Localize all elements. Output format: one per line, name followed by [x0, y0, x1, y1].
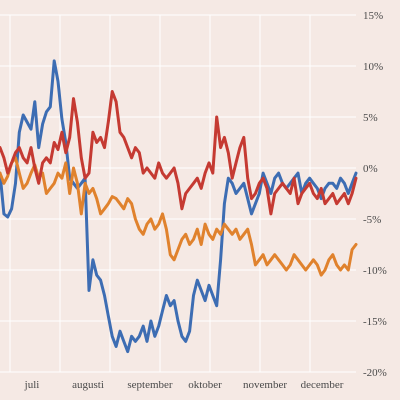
- y-tick-label: 15%: [363, 10, 383, 22]
- y-tick-label: 10%: [363, 61, 383, 73]
- series-lines: [0, 59, 358, 354]
- x-tick-label: augusti: [72, 379, 104, 391]
- x-tick-label: december: [301, 379, 344, 391]
- y-tick-label: 5%: [363, 112, 378, 124]
- x-tick-label: september: [127, 379, 173, 391]
- y-tick-label: -20%: [363, 367, 387, 379]
- series-line-3: [0, 90, 358, 216]
- series-line-2: [0, 156, 358, 277]
- x-tick-label: november: [243, 379, 287, 391]
- y-tick-label: 0%: [363, 163, 378, 175]
- y-tick-label: -5%: [363, 214, 381, 226]
- x-tick-label: juli: [24, 379, 40, 391]
- y-axis: 15% 10% 5% 0% -5% -10% -15% -20%: [363, 10, 387, 379]
- x-tick-label: oktober: [188, 379, 222, 391]
- x-axis: juli augusti september oktober november decem…: [24, 379, 344, 391]
- y-tick-label: -10%: [363, 265, 387, 277]
- series-line-1: [0, 59, 358, 354]
- y-tick-label: -15%: [363, 316, 387, 328]
